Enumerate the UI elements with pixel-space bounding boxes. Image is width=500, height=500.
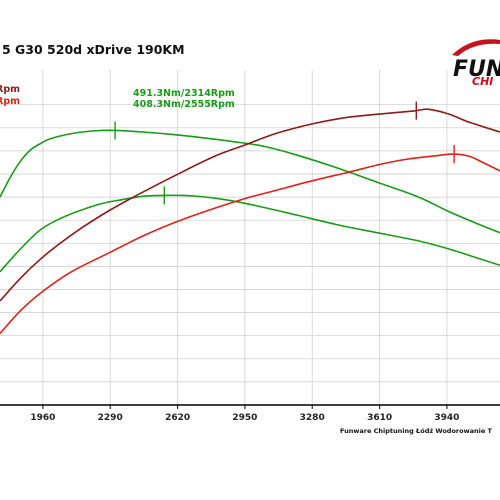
x-tick-label: 2950 xyxy=(232,413,257,423)
x-tick-label: 3610 xyxy=(367,413,392,423)
x-tick-label: 3280 xyxy=(300,413,325,423)
x-tick-label: 2290 xyxy=(98,413,123,423)
series-line-1 xyxy=(0,194,500,273)
x-tick-label: 1960 xyxy=(30,413,55,423)
logo-sub-text: CHI xyxy=(472,75,493,88)
series-group xyxy=(0,101,500,335)
logo-swoosh xyxy=(452,39,500,56)
peak-label-dark-red: Rpm xyxy=(0,84,20,95)
chart-title: 5 G30 520d xDrive 190KM xyxy=(2,42,185,57)
series-line-3 xyxy=(0,153,500,335)
peak-label-green-1: 491.3Nm/2314Rpm xyxy=(133,88,235,99)
brand-logo: FUN CHI xyxy=(452,39,500,88)
peak-label-red: Rpm xyxy=(0,96,20,107)
x-tick-label: 2620 xyxy=(165,413,190,423)
series-line-0 xyxy=(0,129,500,234)
series-line-2 xyxy=(0,108,500,302)
peak-label-green-2: 408.3Nm/2555Rpm xyxy=(133,99,235,110)
x-tick-label: 3940 xyxy=(434,413,459,423)
x-tick-group: 1960 2290 2620 2950 3280 3610 3940 xyxy=(30,405,459,423)
logo-main-text: FUN xyxy=(453,57,500,82)
grid xyxy=(0,70,500,405)
footer-text: Funware Chiptuning Łódź Wodorowanie T xyxy=(340,427,493,435)
